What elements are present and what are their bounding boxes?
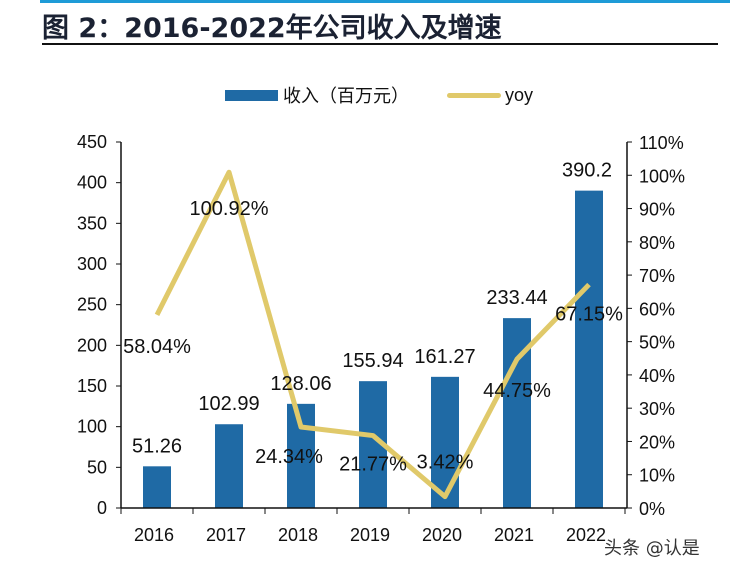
x-tick-label: 2020 xyxy=(422,525,462,545)
left-tick-label: 100 xyxy=(77,417,107,437)
legend-swatch-revenue xyxy=(225,89,278,101)
yoy-value-label: 21.77% xyxy=(339,454,407,476)
bar-value-label: 390.2 xyxy=(562,160,612,182)
left-tick-label: 200 xyxy=(77,335,107,355)
legend-label-revenue: 收入（百万元） xyxy=(283,86,409,106)
right-tick-label: 50% xyxy=(639,333,675,353)
bar-2016 xyxy=(143,466,171,508)
right-tick-label: 0% xyxy=(639,499,665,519)
right-tick-label: 90% xyxy=(639,200,675,220)
yoy-value-label: 24.34% xyxy=(255,446,323,468)
right-tick-label: 60% xyxy=(639,299,675,319)
x-tick-label: 2018 xyxy=(278,525,318,545)
bar-2017 xyxy=(215,424,243,508)
yoy-value-label: 100.92% xyxy=(190,198,269,220)
left-tick-label: 0 xyxy=(97,498,107,518)
x-tick-label: 2019 xyxy=(350,525,390,545)
top-accent-bar xyxy=(40,0,730,3)
yoy-value-label: 44.75% xyxy=(483,380,551,402)
bar-value-label: 161.27 xyxy=(414,346,475,368)
left-tick-label: 50 xyxy=(87,457,107,477)
right-tick-label: 10% xyxy=(639,466,675,486)
x-tick-label: 2017 xyxy=(206,525,246,545)
right-tick-label: 100% xyxy=(639,166,685,186)
right-tick-label: 70% xyxy=(639,266,675,286)
bar-value-label: 233.44 xyxy=(486,287,547,309)
legend-swatch-yoy xyxy=(447,92,501,98)
left-tick-label: 350 xyxy=(77,213,107,233)
left-tick-label: 300 xyxy=(77,254,107,274)
yoy-value-label: 58.04% xyxy=(123,336,191,358)
right-tick-label: 20% xyxy=(639,432,675,452)
figure-title: 图 2：2016-2022年公司收入及增速 xyxy=(42,13,502,44)
right-tick-label: 30% xyxy=(639,399,675,419)
x-tick-label: 2021 xyxy=(494,525,534,545)
yoy-value-label: 67.15% xyxy=(555,304,623,326)
legend: 收入（百万元） yoy xyxy=(225,82,533,108)
title-underline xyxy=(42,43,718,45)
bar-value-label: 51.26 xyxy=(132,435,182,457)
bar-value-label: 102.99 xyxy=(198,393,259,415)
yoy-value-label: 3.42% xyxy=(417,452,474,474)
bar-value-label: 128.06 xyxy=(270,373,331,395)
right-tick-label: 110% xyxy=(639,133,684,153)
bar-value-label: 155.94 xyxy=(342,350,403,372)
left-tick-label: 150 xyxy=(77,376,107,396)
x-tick-label: 2016 xyxy=(134,525,174,545)
right-tick-label: 80% xyxy=(639,233,675,253)
left-tick-label: 250 xyxy=(77,295,107,315)
legend-label-yoy: yoy xyxy=(505,84,534,105)
bar-2022 xyxy=(575,190,603,508)
x-tick-label: 2022 xyxy=(566,525,606,545)
left-tick-label: 450 xyxy=(77,132,107,152)
yoy-line xyxy=(154,169,591,500)
right-tick-label: 40% xyxy=(639,366,675,386)
watermark: 头条 @认是 xyxy=(604,538,700,559)
left-tick-label: 400 xyxy=(77,173,107,193)
